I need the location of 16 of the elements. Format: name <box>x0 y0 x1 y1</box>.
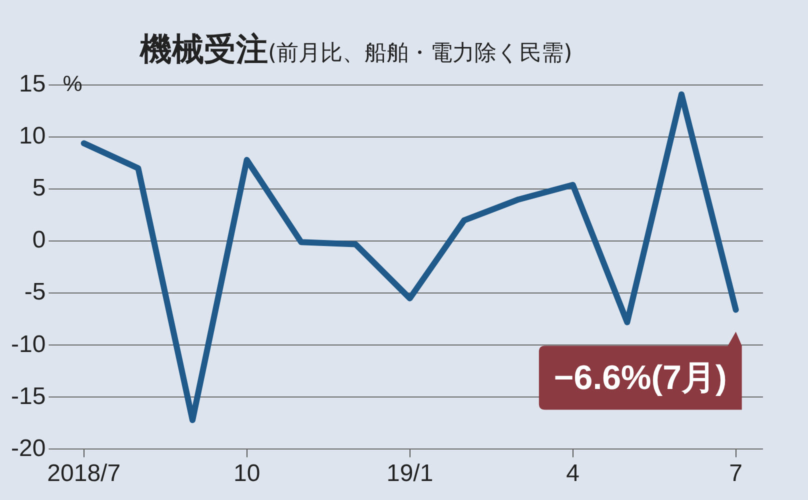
y-tick-label: -10 <box>11 330 46 358</box>
y-tick-label: -5 <box>24 278 46 306</box>
x-tick-label: 7 <box>729 460 743 488</box>
y-tick-label: 10 <box>18 122 46 150</box>
x-tick-label: 19/1 <box>386 460 434 488</box>
y-tick-label: -15 <box>11 382 46 410</box>
y-tick-label: 5 <box>32 174 46 202</box>
chart-title: 機械受注 <box>140 30 268 68</box>
annotation: −6.6%(7月) <box>554 359 727 398</box>
y-tick-label: -20 <box>11 434 46 462</box>
chart-subtitle: (前月比、船舶・電力除く民需) <box>268 41 572 66</box>
x-tick-label: 10 <box>233 460 260 488</box>
y-tick-label: 0 <box>32 226 46 254</box>
x-tick-label: 2018/7 <box>47 460 121 488</box>
y-tick-label: 15 <box>18 70 46 98</box>
x-tick-label: 4 <box>566 460 580 488</box>
